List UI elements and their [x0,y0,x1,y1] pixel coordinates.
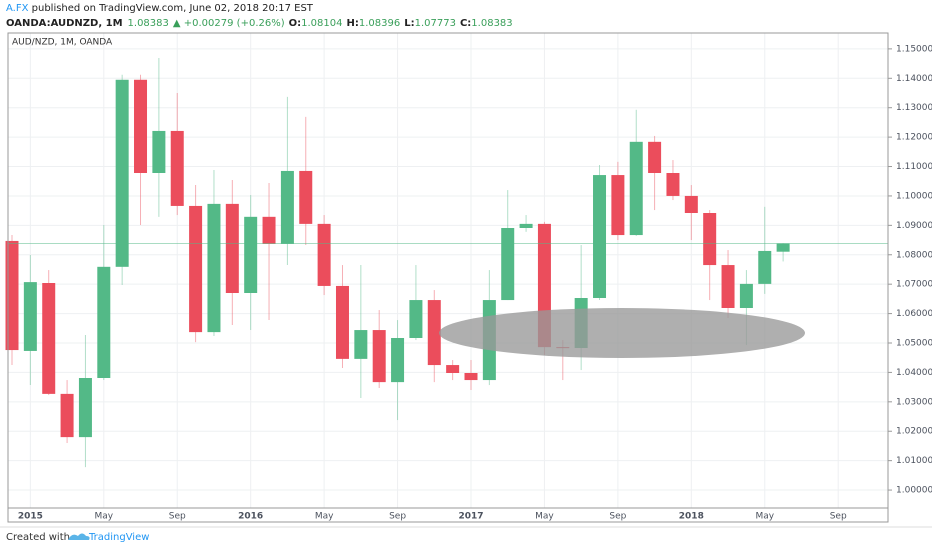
x-tick-label: 2015 [18,512,43,522]
chart-title: AUD/NZD, 1M, OANDA [12,38,113,48]
x-tick-label: Sep [169,512,186,522]
y-tick-label: 1.07000 [896,280,932,290]
y-tick-label: 1.08000 [896,250,932,260]
x-tick-label: 2017 [458,512,483,522]
candle-body [465,373,478,380]
candle-body [61,394,74,437]
last-price: 1.08383 [128,18,169,29]
candle-body [299,171,312,224]
low-value: 1.07773 [415,18,456,29]
candle-body [703,213,716,265]
footer-brand[interactable]: TradingView [88,532,149,543]
candle-body [226,204,239,293]
candle-body [42,283,55,394]
footer-created: Created with [6,532,70,543]
candle-body [336,286,349,359]
candle-body [428,300,441,365]
x-tick-label: Sep [389,512,406,522]
candle-body [446,365,459,373]
x-tick-label: Sep [609,512,626,522]
x-tick-label: May [755,512,774,522]
x-tick-label: May [94,512,113,522]
candle-body [666,173,679,196]
candle-body [244,217,257,293]
candle-body [758,251,771,284]
candle-body [630,142,643,235]
candle-body [611,175,624,235]
candle-body [134,80,147,173]
candle-body [391,338,404,382]
x-tick-label: 2018 [679,512,704,522]
candle-body [777,244,790,252]
y-tick-label: 1.01000 [896,456,932,466]
y-tick-label: 1.02000 [896,427,932,437]
x-tick-label: 2016 [238,512,263,522]
header-line: A.FX published on TradingView.com, June … [6,3,314,14]
y-tick-label: 1.11000 [896,162,932,172]
y-tick-label: 1.13000 [896,103,932,113]
published: published on TradingView.com, June 02, 2… [28,3,313,14]
candle-body [501,228,514,300]
candle-body [409,300,422,338]
y-tick-label: 1.04000 [896,368,932,378]
close-label: C: [460,18,471,29]
x-tick-label: May [535,512,554,522]
y-tick-label: 1.06000 [896,309,932,319]
candle-body [648,142,661,173]
plot: 1.00000 1.01000 1.02000 1.03000 1.04000 1.050… [6,33,932,522]
candle-body [740,284,753,308]
candle-body [207,204,220,332]
symbol: OANDA:AUDNZD, 1M [6,18,123,29]
candle-body [373,330,386,382]
candle-body [593,175,606,298]
change: ▲ +0.00279 (+0.26%) [173,18,285,29]
y-tick-label: 1.05000 [896,339,932,349]
y-tick-label: 1.15000 [896,44,932,54]
annotation-ellipse [439,308,805,358]
open-label: O: [289,18,302,29]
candle-body [6,241,19,350]
candle-body [24,282,37,351]
candle-body [520,224,533,228]
tv-logo [68,534,90,541]
candle-body [685,196,698,213]
high-label: H: [346,18,358,29]
candle-body [79,378,92,437]
y-tick-label: 1.14000 [896,74,932,84]
y-tick-label: 1.00000 [896,486,932,496]
open-value: 1.08104 [301,18,342,29]
y-tick-label: 1.09000 [896,221,932,231]
candle-body [152,131,165,173]
close-value: 1.08383 [471,18,512,29]
candle-body [318,224,331,286]
candle-body [354,330,367,359]
candle-body [263,217,276,244]
y-tick-label: 1.10000 [896,191,932,201]
candle-body [97,267,110,378]
high-value: 1.08396 [359,18,400,29]
author[interactable]: A.FX [6,3,29,14]
candle-body [281,171,294,244]
candle-body [722,265,735,308]
candle-body [171,131,184,206]
y-tick-label: 1.03000 [896,397,932,407]
x-tick-label: May [315,512,334,522]
y-tick-label: 1.12000 [896,133,932,143]
symbol-line: OANDA:AUDNZD, 1M 1.08383 ▲ +0.00279 (+0.26… [6,18,513,29]
low-label: L: [404,18,414,29]
x-tick-label: Sep [830,512,847,522]
candle-body [189,206,202,332]
candle-body [116,80,129,267]
